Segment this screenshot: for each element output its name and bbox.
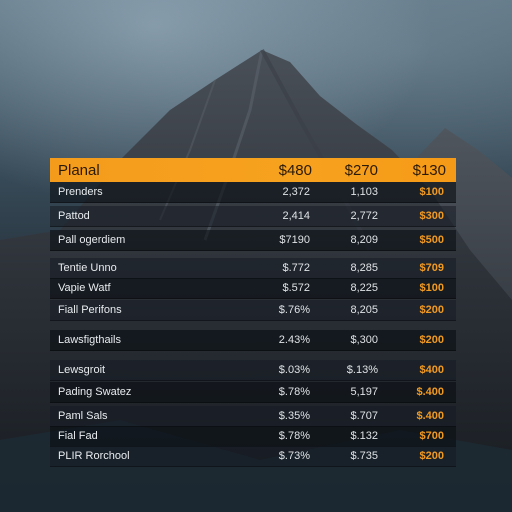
table-row: Prenders 2,372 1,103 $100 [50, 182, 456, 203]
row-label: Prenders [58, 186, 103, 198]
table-row: Tentie Unno $.772 8,285 $709 [50, 258, 456, 279]
row-col-3: $300 [419, 210, 444, 222]
row-label: Pattod [58, 210, 90, 222]
row-col-3: $200 [419, 304, 444, 316]
row-label: Paml Sals [58, 410, 108, 422]
header-label: Planal [58, 162, 100, 179]
table-row: Pall ogerdiem $7190 8,209 $500 [50, 230, 456, 251]
table-header: Planal $480 $270 $130 [50, 158, 456, 182]
table-row: PLIR Rorchool $.73% $.735 $200 [50, 446, 456, 467]
row-col-2: $.132 [350, 430, 378, 442]
row-col-1: $.35% [278, 410, 310, 422]
row-col-3: $.400 [416, 386, 444, 398]
row-col-2: 8,205 [350, 304, 378, 316]
row-label: PLIR Rorchool [58, 450, 130, 462]
row-label: Lewsgroit [58, 364, 106, 376]
row-col-2: 8,209 [350, 234, 378, 246]
row-col-2: $.735 [350, 450, 378, 462]
row-col-1: $.572 [282, 282, 310, 294]
row-col-2: 2,772 [350, 210, 378, 222]
row-col-3: $.400 [416, 410, 444, 422]
row-col-2: $.13% [346, 364, 378, 376]
row-label: Pall ogerdiem [58, 234, 126, 246]
row-col-2: 8,225 [350, 282, 378, 294]
table-row: Lewsgroit $.03% $.13% $400 [50, 360, 456, 381]
row-col-1: $.772 [282, 262, 310, 274]
row-col-3: $709 [419, 262, 444, 274]
row-col-2: 1,103 [350, 186, 378, 198]
row-col-1: $.73% [278, 450, 310, 462]
row-label: Tentie Unno [58, 262, 117, 274]
row-col-1: 2.43% [278, 334, 310, 346]
row-col-1: 2,414 [282, 210, 310, 222]
row-col-3: $200 [419, 450, 444, 462]
row-col-1: $.76% [278, 304, 310, 316]
table-row: Lawsfigthails 2.43% $,300 $200 [50, 330, 456, 351]
header-col-1: $480 [278, 162, 312, 179]
row-label: Pading Swatez [58, 386, 132, 398]
row-label: Fiall Perifons [58, 304, 122, 316]
row-col-2: 8,285 [350, 262, 378, 274]
header-col-3: $130 [412, 162, 446, 179]
header-col-2: $270 [344, 162, 378, 179]
row-label: Fial Fad [58, 430, 98, 442]
table-row: Pattod 2,414 2,772 $300 [50, 206, 456, 227]
row-col-1: 2,372 [282, 186, 310, 198]
table-row: Fial Fad $.78% $.132 $700 [50, 426, 456, 447]
row-col-2: 5,197 [350, 386, 378, 398]
row-col-2: $,300 [350, 334, 378, 346]
row-col-3: $500 [419, 234, 444, 246]
row-col-3: $100 [419, 282, 444, 294]
row-label: Lawsfigthails [58, 334, 121, 346]
row-col-1: $.78% [278, 386, 310, 398]
data-table: Planal $480 $270 $130 Prenders 2,372 1,1… [50, 158, 456, 468]
row-col-1: $.78% [278, 430, 310, 442]
row-col-3: $400 [419, 364, 444, 376]
row-col-3: $100 [419, 186, 444, 198]
row-col-1: $.03% [278, 364, 310, 376]
row-col-2: $.707 [350, 410, 378, 422]
row-col-3: $700 [419, 430, 444, 442]
table-row: Fiall Perifons $.76% 8,205 $200 [50, 300, 456, 321]
table-row: Paml Sals $.35% $.707 $.400 [50, 406, 456, 427]
row-col-1: $7190 [279, 234, 310, 246]
row-label: Vapie Watf [58, 282, 111, 294]
table-row: Vapie Watf $.572 8,225 $100 [50, 278, 456, 299]
row-col-3: $200 [419, 334, 444, 346]
table-row: Pading Swatez $.78% 5,197 $.400 [50, 382, 456, 403]
